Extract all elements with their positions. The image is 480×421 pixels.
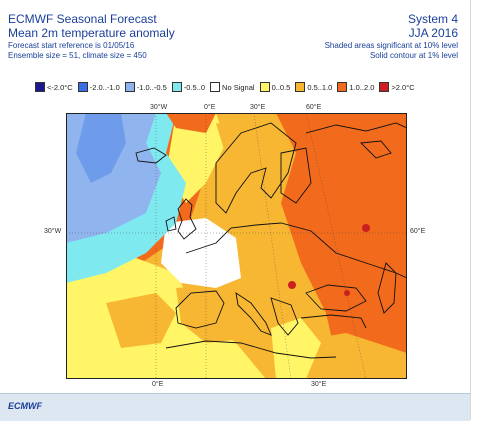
legend-swatch bbox=[259, 82, 270, 92]
legend-label: 0..0.5 bbox=[271, 82, 291, 92]
legend-item: No Signal bbox=[210, 82, 255, 92]
anomaly-spot-gt2 bbox=[362, 224, 370, 232]
legend-swatch bbox=[171, 82, 182, 92]
graticule-label-30e-bottom: 30°E bbox=[311, 381, 327, 388]
footer-bar: ECMWF bbox=[0, 393, 470, 421]
legend-label: -0.5..0 bbox=[183, 82, 206, 92]
variable-title: Mean 2m temperature anomaly bbox=[8, 26, 175, 40]
legend-label: 1.0..2.0 bbox=[349, 82, 375, 92]
legend-label: >2.0°C bbox=[391, 82, 415, 92]
season-label: JJA 2016 bbox=[408, 26, 458, 40]
legend-item: -2.0..-1.0 bbox=[77, 82, 120, 92]
graticule bbox=[66, 113, 407, 379]
graticule-label-0e-top: 0°E bbox=[204, 104, 216, 111]
main-title: ECMWF Seasonal Forecast bbox=[8, 12, 157, 26]
forecast-start-text: Forecast start reference is 01/05/16 bbox=[8, 41, 135, 50]
legend-label: -1.0..-0.5 bbox=[136, 82, 167, 92]
legend-label: No Signal bbox=[222, 82, 255, 92]
legend-swatch bbox=[337, 82, 348, 92]
legend-item: -1.0..-0.5 bbox=[124, 82, 167, 92]
legend-swatch bbox=[379, 82, 390, 92]
system-label: System 4 bbox=[407, 12, 458, 26]
legend-item: 0..0.5 bbox=[259, 82, 291, 92]
legend-item: 1.0..2.0 bbox=[337, 82, 374, 92]
legend-label: 0.5..1.0 bbox=[307, 82, 333, 92]
graticule-label-60e-right: 60°E bbox=[410, 228, 426, 235]
graticule-label-30w-top: 30°W bbox=[150, 104, 168, 111]
legend-swatch bbox=[124, 82, 135, 92]
legend-label: -2.0..-1.0 bbox=[89, 82, 120, 92]
color-legend: <-2.0°C -2.0..-1.0 -1.0..-0.5 -0.5..0 No… bbox=[35, 81, 420, 93]
contour-text: Solid contour at 1% level bbox=[369, 51, 458, 60]
legend-item: <-2.0°C bbox=[35, 82, 73, 92]
header-left: ECMWF Seasonal Forecast Mean 2m temperat… bbox=[8, 12, 175, 61]
legend-label: <-2.0°C bbox=[47, 82, 73, 92]
graticule-label-30w-left: 30°W bbox=[44, 228, 62, 235]
legend-swatch bbox=[77, 82, 88, 92]
legend-item: -0.5..0 bbox=[171, 82, 206, 92]
ensemble-size-text: Ensemble size = 51, climate size = 450 bbox=[8, 51, 147, 60]
legend-swatch bbox=[210, 82, 221, 92]
significance-text: Shaded areas significant at 10% level bbox=[324, 41, 458, 50]
coastlines bbox=[135, 122, 407, 359]
legend-swatch bbox=[295, 82, 306, 92]
legend-item: >2.0°C bbox=[379, 82, 415, 92]
anomaly-map-svg bbox=[66, 113, 407, 379]
graticule-label-30e-top: 30°E bbox=[250, 104, 266, 111]
anomaly-map bbox=[66, 113, 407, 379]
graticule-label-60e-top: 60°E bbox=[306, 104, 322, 111]
footer-brand: ECMWF bbox=[8, 401, 42, 411]
header-right: System 4 JJA 2016 Shaded areas significa… bbox=[325, 12, 458, 61]
graticule-label-0e-bottom: 0°E bbox=[152, 381, 164, 388]
legend-item: 0.5..1.0 bbox=[295, 82, 332, 92]
legend-swatch bbox=[35, 82, 45, 92]
